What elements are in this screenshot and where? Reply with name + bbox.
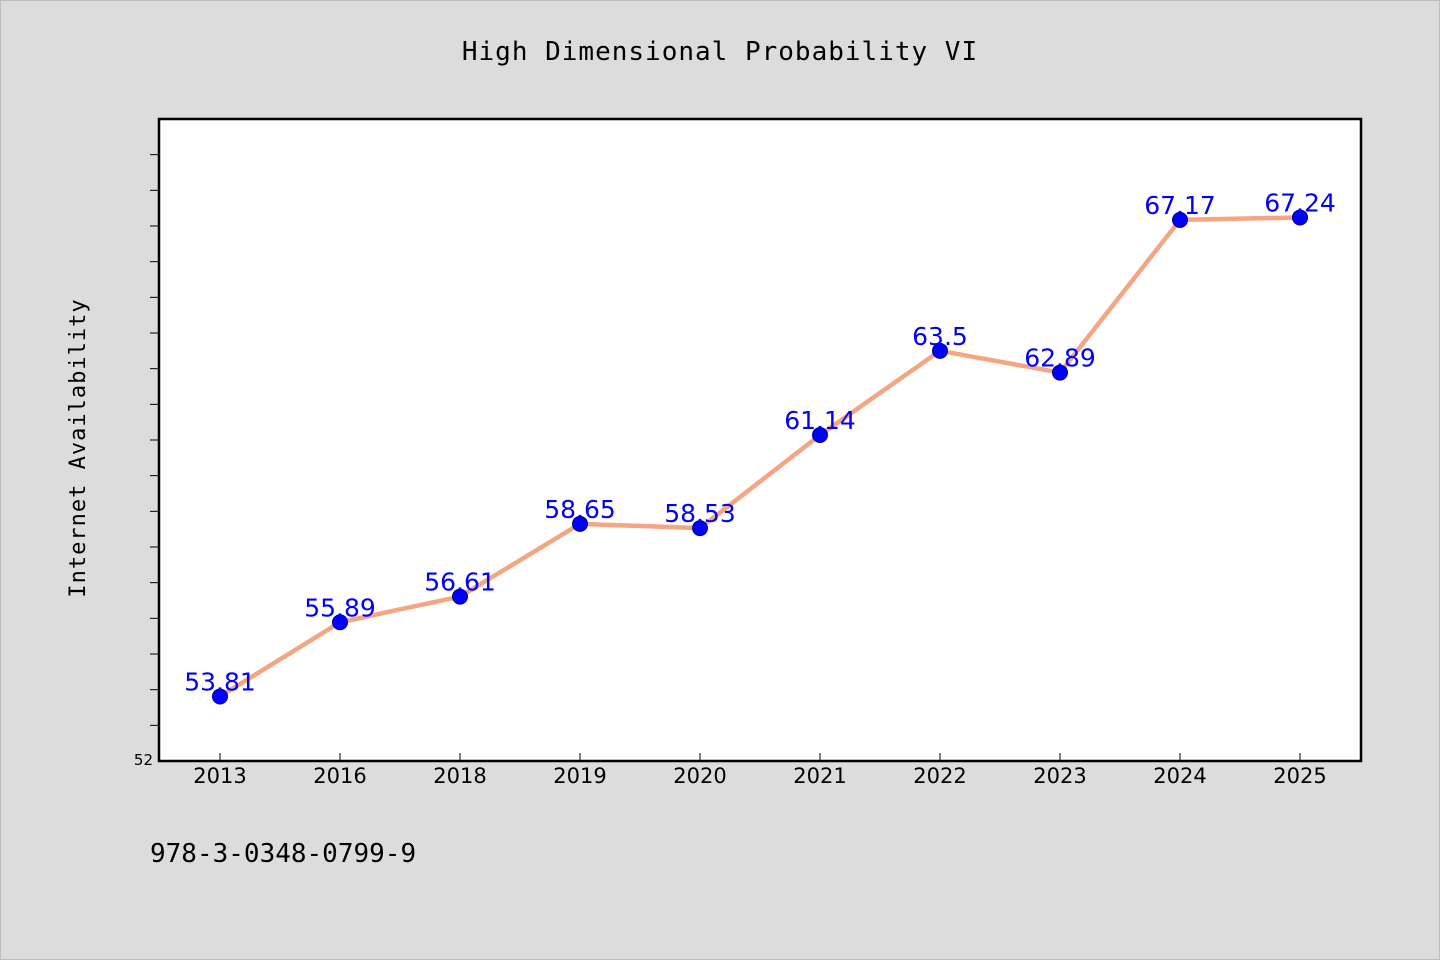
data-label: 56.61 bbox=[424, 568, 496, 597]
data-point bbox=[932, 342, 948, 359]
data-point bbox=[1052, 364, 1068, 381]
x-tick-label: 2021 bbox=[793, 764, 846, 788]
data-label: 58.53 bbox=[664, 499, 736, 528]
x-tick-label: 2016 bbox=[313, 764, 366, 788]
data-label: 67.17 bbox=[1144, 191, 1216, 220]
x-tick-label: 2018 bbox=[433, 764, 486, 788]
data-point bbox=[1172, 211, 1188, 228]
x-tick-label: 2025 bbox=[1273, 764, 1326, 788]
data-point bbox=[1292, 209, 1308, 226]
data-label: 58.65 bbox=[544, 495, 616, 524]
x-tick-label: 2022 bbox=[913, 764, 966, 788]
x-tick-label: 2023 bbox=[1033, 764, 1086, 788]
data-point bbox=[812, 427, 828, 444]
data-point bbox=[212, 688, 228, 705]
x-tick-label: 2013 bbox=[193, 764, 246, 788]
data-point bbox=[692, 520, 708, 537]
data-label: 63.5 bbox=[912, 322, 968, 351]
x-tick-label: 2024 bbox=[1153, 764, 1206, 788]
isbn-footer: 978-3-0348-0799-9 bbox=[150, 839, 416, 869]
series-line-group bbox=[217, 215, 1303, 699]
data-labels: 53.81 55.89 56.61 58.65 58.53 61.14 63.5 62.89 6… bbox=[184, 188, 1336, 696]
y-axis-ticks bbox=[150, 154, 159, 726]
plot-area bbox=[157, 117, 1363, 763]
data-label: 61.14 bbox=[784, 406, 856, 435]
x-axis-ticks: 2013 2016 2018 2019 2020 2021 2022 2023 2024 2025 bbox=[193, 753, 1327, 788]
chart-title: High Dimensional Probability VI bbox=[462, 37, 978, 67]
data-label: 55.89 bbox=[304, 593, 376, 622]
data-point bbox=[572, 515, 588, 532]
y-axis-label: Internet Availability bbox=[66, 298, 91, 597]
data-markers bbox=[212, 209, 1308, 705]
data-label: 53.81 bbox=[184, 667, 256, 696]
data-label: 62.89 bbox=[1024, 344, 1096, 373]
data-point bbox=[332, 614, 348, 631]
x-tick-label: 2020 bbox=[673, 764, 726, 788]
data-point bbox=[452, 588, 468, 605]
data-label: 67.24 bbox=[1264, 188, 1336, 217]
series-line bbox=[217, 215, 1303, 699]
y-axis-min-label: 52 bbox=[134, 751, 153, 769]
x-tick-label: 2019 bbox=[553, 764, 606, 788]
